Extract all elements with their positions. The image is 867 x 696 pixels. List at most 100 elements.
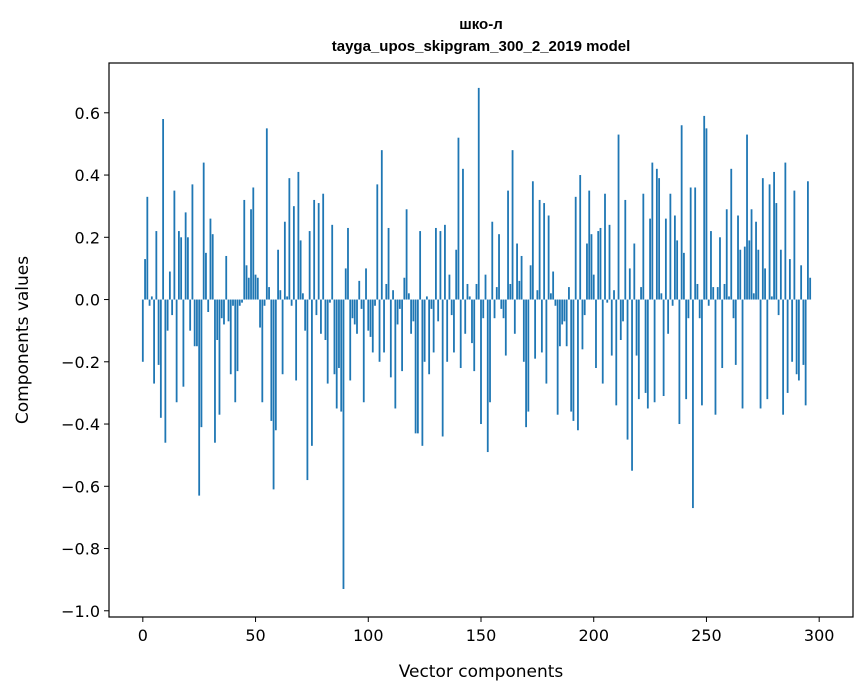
bar xyxy=(705,128,708,300)
bar xyxy=(525,299,527,428)
bar xyxy=(743,246,746,300)
bar xyxy=(419,231,422,300)
bar xyxy=(545,299,548,384)
bar xyxy=(320,299,322,334)
y-tick-label: −0.8 xyxy=(61,540,100,559)
bar xyxy=(180,237,183,300)
bar xyxy=(369,299,372,337)
bar xyxy=(223,299,225,325)
bar xyxy=(710,231,712,300)
bar xyxy=(619,299,622,340)
bar xyxy=(283,221,286,300)
bar xyxy=(755,221,757,300)
bar xyxy=(579,175,582,300)
bar xyxy=(784,162,787,300)
bar xyxy=(597,231,600,300)
bar xyxy=(425,296,428,300)
bar xyxy=(268,287,270,300)
bar xyxy=(561,299,564,325)
bar xyxy=(531,181,534,300)
bar xyxy=(480,299,482,425)
bar xyxy=(232,299,234,306)
bar xyxy=(389,299,392,378)
bar xyxy=(317,203,320,300)
bar xyxy=(202,162,205,300)
bar xyxy=(746,134,748,300)
chart-title: шко-л xyxy=(459,16,503,33)
bar xyxy=(205,252,207,300)
bar xyxy=(504,299,507,356)
bar xyxy=(782,299,785,415)
bar xyxy=(518,280,521,300)
bar xyxy=(168,271,171,300)
bar xyxy=(493,299,496,319)
bar xyxy=(331,224,334,300)
bar xyxy=(540,299,543,353)
bar xyxy=(171,299,174,316)
x-tick-label: 100 xyxy=(353,626,384,645)
bar xyxy=(450,299,453,316)
bar xyxy=(191,184,194,300)
y-tick-label: 0.4 xyxy=(75,166,100,185)
bar xyxy=(405,209,408,300)
bar xyxy=(556,299,559,415)
x-tick-label: 150 xyxy=(466,626,497,645)
y-tick-label: −0.4 xyxy=(61,415,100,434)
bar xyxy=(529,265,532,300)
bar xyxy=(586,243,588,300)
bar xyxy=(807,181,809,300)
bar xyxy=(392,290,394,300)
bar xyxy=(356,299,358,334)
bar xyxy=(371,299,374,353)
bar xyxy=(559,299,561,347)
bar xyxy=(475,283,478,300)
bar xyxy=(698,299,701,319)
bar xyxy=(635,299,638,356)
bar xyxy=(439,231,442,300)
bar xyxy=(779,249,782,300)
bar xyxy=(595,299,597,369)
bar xyxy=(615,299,618,406)
bar xyxy=(498,234,500,300)
bar xyxy=(304,299,307,331)
bar xyxy=(694,187,697,300)
bar xyxy=(263,299,266,306)
bar xyxy=(770,296,773,300)
bar xyxy=(385,283,388,300)
bar xyxy=(435,227,437,300)
bar xyxy=(245,265,248,300)
bar xyxy=(353,299,356,325)
bar xyxy=(622,299,624,322)
y-tick-label: −0.6 xyxy=(61,477,100,496)
bar xyxy=(311,299,313,446)
bar xyxy=(549,293,552,300)
bar xyxy=(680,125,683,300)
bar xyxy=(527,299,530,412)
bar xyxy=(732,299,735,319)
bar xyxy=(482,299,485,319)
bar xyxy=(153,299,155,384)
bar xyxy=(432,299,435,353)
bar xyxy=(581,299,584,350)
bar xyxy=(428,299,431,375)
bar xyxy=(795,299,798,375)
bar xyxy=(308,231,311,300)
bar xyxy=(655,168,658,300)
bar xyxy=(509,283,512,300)
bar xyxy=(502,299,505,319)
bar xyxy=(412,299,415,322)
bar xyxy=(608,224,611,300)
bar xyxy=(214,299,216,443)
bar xyxy=(797,299,800,381)
bar xyxy=(459,299,462,369)
bar xyxy=(543,203,546,300)
bar xyxy=(604,193,606,300)
bar xyxy=(218,299,221,415)
bar xyxy=(383,299,385,353)
bar xyxy=(394,299,397,409)
bar xyxy=(250,209,252,300)
bar xyxy=(256,277,259,300)
bar xyxy=(342,299,345,589)
x-axis-label: Vector components xyxy=(399,662,564,682)
